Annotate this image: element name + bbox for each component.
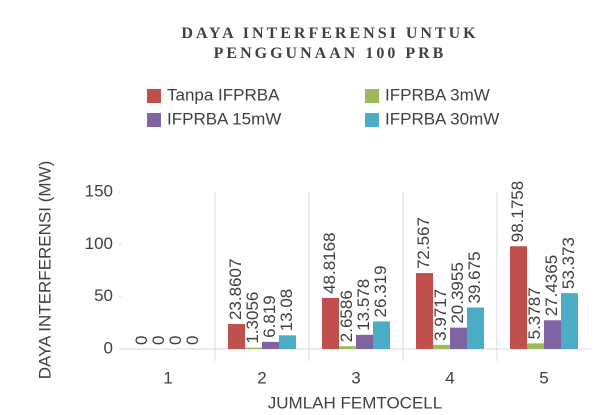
- legend-swatch: [147, 89, 161, 103]
- data-label: 0: [166, 336, 185, 345]
- bar: [450, 327, 467, 349]
- data-label: 26.319: [371, 265, 390, 317]
- legend-swatch: [365, 113, 379, 127]
- bar: [373, 321, 390, 349]
- legend-label: IFPRBA 30mW: [385, 109, 499, 128]
- bar: [467, 307, 484, 349]
- bar: [416, 273, 433, 349]
- x-tick-label: 5: [539, 368, 548, 387]
- bar: [279, 335, 296, 349]
- bar: [356, 334, 373, 349]
- x-axis-label: JUMLAH FEMTOCELL: [268, 393, 442, 412]
- bar: [561, 293, 578, 349]
- legend-swatch: [365, 89, 379, 103]
- x-tick-label: 2: [257, 368, 266, 387]
- bar: [510, 246, 527, 349]
- data-label: 0: [149, 336, 168, 345]
- data-label: 2.6586: [337, 290, 356, 342]
- y-axis-label: DAYA INTERFERENSI (MW): [35, 161, 54, 380]
- bar: [433, 344, 450, 349]
- legend-label: Tanpa IFPRBA: [167, 85, 280, 104]
- bar: [527, 343, 544, 349]
- data-label: 13.08: [277, 289, 296, 332]
- legend-label: IFPRBA 3mW: [385, 85, 490, 104]
- data-label: 20.3955: [448, 262, 467, 323]
- data-label: 53.373: [559, 237, 578, 289]
- data-label: 0: [132, 336, 151, 345]
- data-label: 39.675: [465, 251, 484, 303]
- legend-swatch: [147, 113, 161, 127]
- data-label: 0: [183, 336, 202, 345]
- bar: [228, 324, 245, 349]
- bar: [262, 341, 279, 349]
- legend-label: IFPRBA 15mW: [167, 109, 281, 128]
- data-label: 48.8168: [320, 232, 339, 293]
- x-tick-label: 3: [351, 368, 360, 387]
- y-tick-label: 50: [94, 286, 113, 305]
- bar: [245, 347, 262, 349]
- data-label: 72.567: [414, 217, 433, 269]
- data-label: 5.3787: [525, 287, 544, 339]
- data-label: 3.9717: [431, 289, 450, 341]
- data-label: 1.3056: [243, 292, 262, 344]
- data-label: 6.819: [260, 295, 279, 338]
- data-label: 27.4365: [542, 255, 561, 316]
- x-tick-label: 1: [163, 368, 172, 387]
- y-tick-label: 150: [85, 181, 113, 200]
- bar: [544, 320, 561, 349]
- chart-title: DAYA INTERFERENSI UNTUK PENGGUNAAN 100 P…: [181, 25, 479, 62]
- data-label: 23.8607: [226, 259, 245, 320]
- data-label: 13.578: [354, 279, 373, 331]
- data-label: 98.1758: [508, 181, 527, 242]
- x-tick-label: 4: [445, 368, 454, 387]
- bar: [339, 346, 356, 349]
- bar: [322, 297, 339, 349]
- y-tick-label: 0: [104, 338, 113, 357]
- y-tick-label: 100: [85, 234, 113, 253]
